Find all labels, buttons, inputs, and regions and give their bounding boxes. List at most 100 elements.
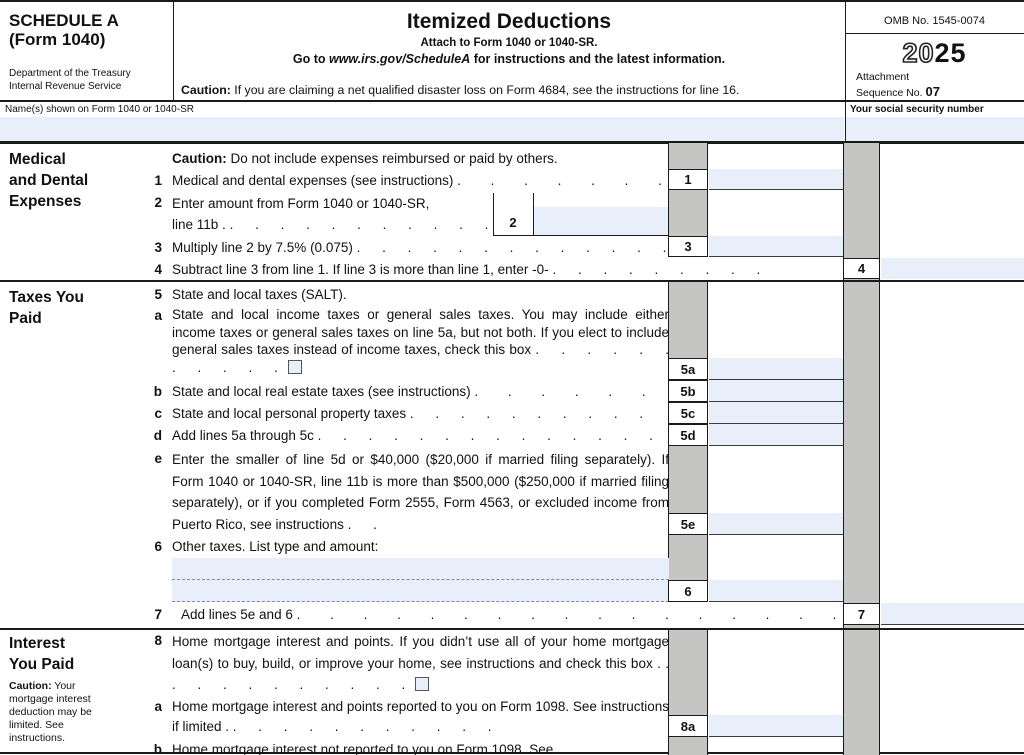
line-5d-number: d xyxy=(153,428,162,443)
attachment-line-2: Sequence No. 07 xyxy=(856,84,940,99)
rule-name-bottom xyxy=(0,141,1024,144)
line-5b-leader: . . . . . . xyxy=(474,384,646,399)
line-2-desc-2a: line 11b . xyxy=(172,217,226,232)
sales-tax-checkbox[interactable] xyxy=(287,359,302,374)
line-5e-desc: Enter the smaller of line 5d or $40,000 … xyxy=(172,452,669,532)
line-6-type-input-2[interactable] xyxy=(172,580,669,602)
line-8b-number: b xyxy=(153,742,162,755)
line-5a-desc: State and local income taxes or general … xyxy=(172,307,669,357)
name-input[interactable] xyxy=(0,117,844,141)
line-5b-box: 5b xyxy=(668,380,708,402)
line-4-number: 4 xyxy=(154,262,162,277)
rule-taxes-bottom xyxy=(0,628,1024,630)
line-2-box: 2 xyxy=(509,215,517,230)
line-5b-text: State and local real estate taxes (see i… xyxy=(172,382,646,402)
line-3-desc: Multiply line 2 by 7.5% (0.075) xyxy=(172,240,353,255)
line-2-text: Enter amount from Form 1040 or 1040-SR, … xyxy=(172,193,492,235)
line-3-leader: . . . . . . . . . . . . . xyxy=(356,240,667,255)
line-5e-box: 5e xyxy=(668,513,708,535)
header-caution-label: Caution: xyxy=(181,83,231,97)
medical-caution: Caution: Do not include expenses reimbur… xyxy=(172,149,558,169)
goto-post: for instructions and the latest informat… xyxy=(470,52,726,66)
line-5d-leader: . . . . . . . . . . . . . . . xyxy=(317,428,679,443)
rule-page-bottom xyxy=(0,752,1024,754)
line-8-text: Home mortgage interest and points. If yo… xyxy=(172,631,669,696)
medical-caution-label: Caution: xyxy=(172,151,227,166)
line-7-amount-field[interactable] xyxy=(881,603,1024,625)
line-1-text: Medical and dental expenses (see instruc… xyxy=(172,171,695,191)
line-4-leader: . . . . . . . . . xyxy=(552,262,761,277)
line-3-text: Multiply line 2 by 7.5% (0.075) . . . . … xyxy=(172,238,666,258)
line-5-text: State and local taxes (SALT). xyxy=(172,287,347,302)
line-5b-number: b xyxy=(153,384,162,399)
mortgage-points-checkbox[interactable] xyxy=(415,677,430,691)
line-5a-text: State and local income taxes or general … xyxy=(172,306,669,376)
line-3-amount-field[interactable] xyxy=(709,236,843,257)
agency-line-1: Department of the Treasury xyxy=(9,68,131,79)
line-8a-amount-field[interactable] xyxy=(709,715,843,737)
line-7-leader: . . . . . . . . . . . . . . . . . . . . xyxy=(296,607,937,622)
line-8a-box: 8a xyxy=(668,715,708,737)
line-7-text: Add lines 5e and 6 . . . . . . . . . . .… xyxy=(181,605,937,625)
line-6-type-input-1[interactable] xyxy=(172,558,669,580)
line-5d-text: Add lines 5a through 5c . . . . . . . . … xyxy=(172,426,678,446)
line-1-number: 1 xyxy=(154,173,162,188)
line-5a-leader: . . . . . . . . . . . xyxy=(172,342,669,375)
line-5a-box: 5a xyxy=(668,358,708,380)
line-5d-box: 5d xyxy=(668,424,708,446)
interest-caution-label: Caution: xyxy=(9,680,52,692)
line-5c-box: 5c xyxy=(668,402,708,424)
line-5e-amount-field[interactable] xyxy=(709,513,843,535)
section-title-medical: Medical and Dental Expenses xyxy=(9,151,89,210)
line-5a-amount-field[interactable] xyxy=(709,358,843,380)
attach-instruction: Attach to Form 1040 or 1040-SR. xyxy=(420,37,598,49)
taxes-separator-column xyxy=(843,282,880,628)
line-6-box: 6 xyxy=(668,580,708,602)
rule-medical-bottom xyxy=(0,280,1024,282)
line-5c-number: c xyxy=(154,406,162,421)
line-8a-number: a xyxy=(154,699,162,714)
line-2-subbox-bottom xyxy=(493,235,668,236)
header-caution-text: If you are claiming a net qualified disa… xyxy=(230,83,740,97)
line-5a-number: a xyxy=(154,308,162,323)
rule-header-bottom xyxy=(0,100,1024,102)
line-4-box: 4 xyxy=(843,258,880,279)
interest-caution-text: Your mortgage interest deduction may be … xyxy=(9,680,92,744)
line-2-leader: . . . . . . . . . . . xyxy=(229,217,489,232)
goto-instruction: Go to www.irs.gov/ScheduleA for instruct… xyxy=(173,52,845,66)
header-caution: Caution: If you are claiming a net quali… xyxy=(181,83,841,97)
name-ssn-divider xyxy=(845,102,846,141)
rule-omb xyxy=(845,33,1024,34)
line-2-desc-2: line 11b . . . . . . . . . . . . xyxy=(172,214,492,235)
line-8a-desc: Home mortgage interest and points report… xyxy=(172,699,669,734)
line-5d-amount-field[interactable] xyxy=(709,424,843,446)
agency-line-2: Internal Revenue Service xyxy=(9,81,122,92)
medical-caution-text: Do not include expenses reimbursed or pa… xyxy=(226,151,558,166)
line-1-amount-field[interactable] xyxy=(709,169,843,190)
line-5e-leader: . . xyxy=(347,516,377,532)
page-title: Itemized Deductions xyxy=(406,10,612,33)
ssn-input[interactable] xyxy=(846,117,1024,141)
line-4-amount-field[interactable] xyxy=(881,258,1024,279)
irs-url-link[interactable]: www.irs.gov/ScheduleA xyxy=(328,52,471,66)
rule-top xyxy=(0,0,1024,2)
schedule-label: SCHEDULE A xyxy=(9,11,119,30)
line-8-desc: Home mortgage interest and points. If yo… xyxy=(172,634,669,671)
line-5e-text: Enter the smaller of line 5d or $40,000 … xyxy=(172,449,669,535)
line-8a-leader: . . . . . . . . . . . xyxy=(232,718,492,734)
ssn-label: Your social security number xyxy=(850,104,984,115)
line-5c-desc: State and local personal property taxes xyxy=(172,406,407,421)
attachment-line-1: Attachment xyxy=(856,71,910,83)
line-6-amount-field[interactable] xyxy=(709,580,843,602)
line-2-amount-field[interactable] xyxy=(534,207,668,235)
form-label: (Form 1040) xyxy=(9,30,106,49)
line-8b-text: Home mortgage interest not reported to y… xyxy=(172,742,554,755)
line-5e-number: e xyxy=(154,451,162,466)
line-1-desc: Medical and dental expenses (see instruc… xyxy=(172,173,454,188)
omb-number: OMB No. 1545-0074 xyxy=(884,15,985,27)
line-5b-amount-field[interactable] xyxy=(709,380,843,402)
tax-year: 2025 xyxy=(845,37,1024,69)
line-8a-text: Home mortgage interest and points report… xyxy=(172,697,669,736)
line-5c-amount-field[interactable] xyxy=(709,402,843,424)
header-divider-left xyxy=(173,2,174,100)
